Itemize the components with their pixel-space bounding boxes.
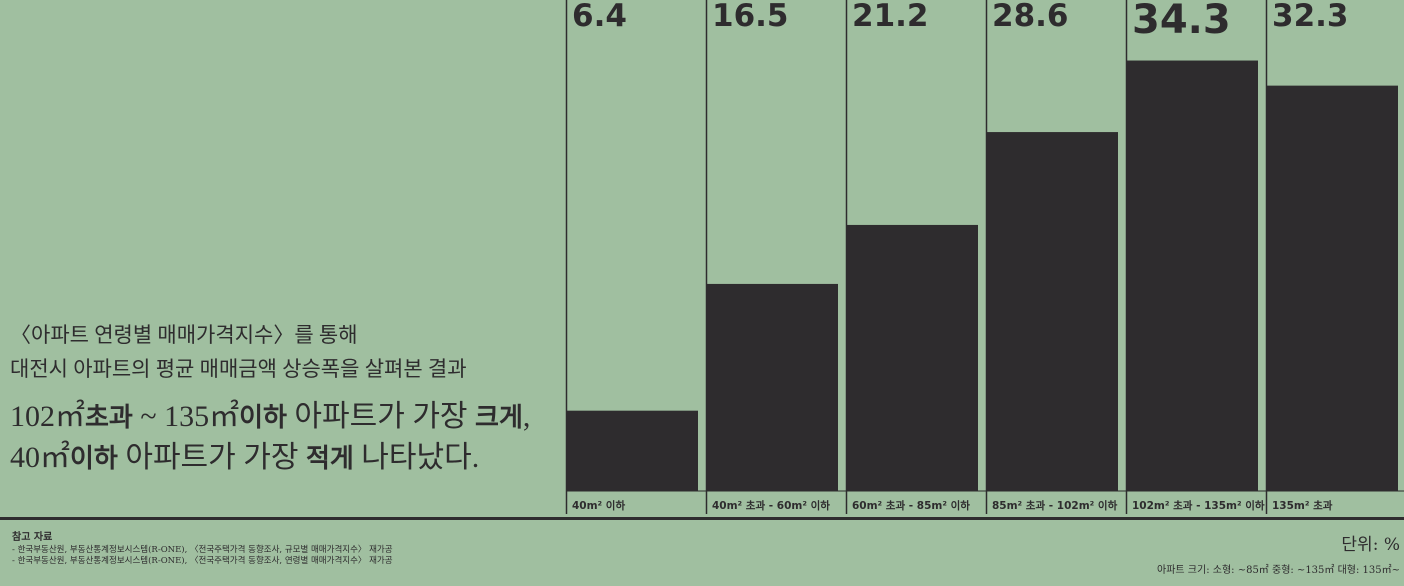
reference-item: - 한국부동산원, 부동산통계정보시스템(R-ONE), 〈전국주택가격 동향조…: [12, 556, 393, 566]
headline-line-1: 102㎡초과 ~ 135㎡이하 아파트가 가장 크게,: [10, 397, 550, 438]
category-label: 40m² 이하: [572, 499, 625, 512]
bar: [1127, 60, 1258, 491]
category-label: 60m² 초과 - 85m² 이하: [852, 499, 970, 512]
size-legend: 아파트 크기: 소형: ~85㎡ 중형: ~135㎡ 대형: 135㎡~: [1157, 565, 1400, 576]
category-label: 135m² 초과: [1272, 499, 1333, 512]
value-label: 28.6: [992, 0, 1069, 34]
headline-emphasis: 이하: [70, 444, 118, 474]
bar: [707, 283, 838, 491]
value-label: 21.2: [852, 0, 929, 34]
headline-emphasis: 크게: [475, 403, 523, 433]
headline-text: 나타났다.: [353, 441, 480, 474]
value-label: 6.4: [572, 0, 627, 34]
category-label: 85m² 초과 - 102m² 이하: [992, 499, 1118, 512]
headline-text: 102㎡: [10, 400, 85, 433]
reference-item: - 한국부동산원, 부동산통계정보시스템(R-ONE), 〈전국주택가격 동향조…: [12, 545, 393, 555]
bar: [1267, 85, 1398, 491]
bar: [567, 410, 698, 491]
headline-line-2: 40㎡이하 아파트가 가장 적게 나타났다.: [10, 438, 550, 479]
intro-line-2: 대전시 아파트의 평균 매매금액 상승폭을 살펴본 결과: [10, 357, 467, 381]
intro-line-1: 〈아파트 연령별 매매가격지수〉를 통해: [10, 323, 358, 347]
value-label: 32.3: [1272, 0, 1349, 34]
value-label: 16.5: [712, 0, 789, 34]
category-label: 40m² 초과 - 60m² 이하: [712, 499, 830, 512]
headline-emphasis: 이하: [239, 403, 287, 433]
bar: [847, 224, 978, 491]
references: 참고 자료 - 한국부동산원, 부동산통계정보시스템(R-ONE), 〈전국주택…: [12, 531, 393, 567]
headline-emphasis: 초과: [85, 403, 133, 433]
bar: [987, 132, 1118, 491]
headline-text: 40㎡: [10, 441, 70, 474]
footer-divider: [0, 517, 1404, 520]
headline-emphasis: 적게: [305, 444, 354, 474]
headline-text: ,: [522, 400, 531, 433]
headline-text: 아파트가 가장: [286, 400, 476, 433]
headline-text: 아파트가 가장: [117, 441, 306, 474]
references-title: 참고 자료: [12, 532, 53, 543]
value-label: 34.3: [1132, 0, 1231, 43]
unit-label: 단위: %: [1341, 535, 1400, 555]
category-label: 102m² 초과 - 135m² 이하: [1132, 499, 1265, 512]
bar-chart: 6.4 40m² 이하 16.5 40m² 초과 - 60m² 이하 21.2 60m² …: [565, 0, 1404, 514]
summary-text: 〈아파트 연령별 매매가격지수〉를 통해 대전시 아파트의 평균 매매금액 상승…: [10, 318, 550, 479]
headline-text: ~ 135㎡: [132, 400, 240, 433]
